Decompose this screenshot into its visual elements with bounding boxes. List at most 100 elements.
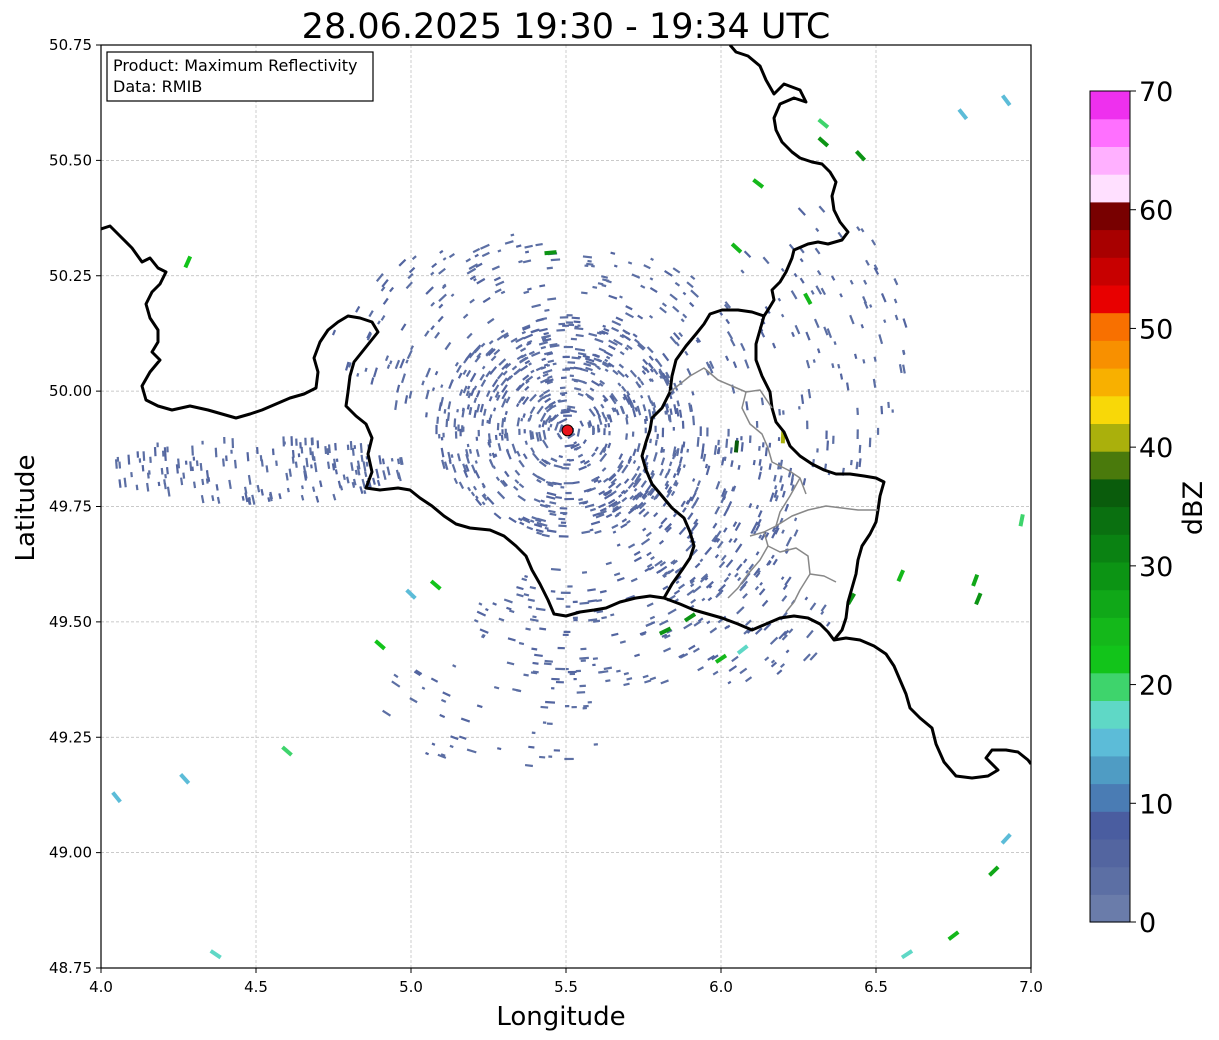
echo-pixel [637,343,645,351]
echo-pixel [448,253,455,259]
echo-pixel [655,358,663,368]
echo-pixel [504,410,508,416]
echo-pixel [744,676,753,683]
echo-pixel [473,278,477,282]
echo-pixel [552,362,557,366]
echo-pixel [549,512,557,517]
echo-pixel [616,543,621,547]
echo-pixel [697,617,704,623]
echo-pixel [175,464,179,474]
echo-pixel [631,273,641,279]
echo-pixel [804,596,809,601]
echo-pixel [339,485,344,491]
echo-pixel [661,427,665,438]
echo-pixel [373,367,378,378]
echo-pixel [529,393,537,402]
echo-pixel [633,550,641,556]
radar-site-marker [561,424,574,437]
echo-pixel [442,691,451,697]
echo-pixel [715,538,721,543]
info-box-frame [106,51,374,102]
echo-pixel [530,447,536,454]
echo-pixel [650,378,654,383]
echo-pixel [632,448,637,457]
echo-pixel [611,320,622,327]
echo-pixel [163,447,167,456]
echo-pixel [587,599,598,603]
echo-pixel [492,388,497,393]
echo-pixel [299,442,302,449]
echo-pixel [790,473,795,482]
echo-pixel [631,431,635,437]
colorbar-segment [1090,645,1130,674]
echo-pixel [453,477,459,485]
echo-pixel [902,349,906,356]
echo-pixel [355,305,361,313]
echo-pixel [359,486,364,495]
echo-pixel [571,316,580,320]
echo-pixel [759,466,763,471]
echo-pixel [439,713,446,719]
echo-pixel [624,330,629,335]
echo-pixel [625,414,629,419]
echo-pixel [880,405,884,415]
echo-pixel [563,463,571,466]
echo-pixel [607,362,615,368]
echo-pixel [481,633,486,638]
echo-pixel [223,436,226,444]
echo-pixel [498,358,507,366]
echo-pixel [652,451,658,462]
echo-pixel [599,447,606,456]
echo-pixel [678,456,683,464]
echo-pixel [516,450,521,457]
echo-pixel [788,628,794,634]
echo-pixel [633,494,638,499]
echo-pixel [467,392,472,399]
echo-pixel [816,348,821,354]
echo-pixel [164,474,167,479]
echo-pixel [585,366,593,372]
echo-pixel [518,459,525,468]
echo-pixel [745,401,749,411]
colorbar-segment [1090,451,1130,480]
echo-pixel [627,261,633,265]
echo-pixel [517,494,526,502]
y-tick-label: 50.25 [49,267,92,285]
echo-pixel [681,507,687,513]
echo-pixel [758,445,761,451]
echo-pixel [727,680,732,685]
echo-pixel [360,454,364,462]
echo-pixel [639,380,645,386]
echo-pixel [665,403,670,409]
echo-pixel [515,344,523,350]
echo-pixel [663,634,671,639]
echo-pixel [521,577,528,582]
echo-pixel [582,354,591,359]
echo-pixel [438,433,441,439]
echo-pixel [646,563,653,568]
echo-pixel [686,281,694,289]
echo-pixel [744,359,750,369]
echo-pixel [599,452,608,463]
echo-pixel [396,384,401,393]
echo-pixel [447,401,452,410]
echo-pixel [324,446,328,455]
echo-pixel [601,275,609,279]
colorbar-tick-label: 30 [1139,552,1173,583]
echo-pixel [501,390,508,400]
echo-pixel [678,463,682,468]
info-data-label: Data: RMIB [113,77,202,96]
echo-pixel [500,398,507,408]
echo-pixel [538,341,549,346]
echo-pixel [564,705,570,708]
echo-pixel [205,470,210,478]
echo-pixel [798,406,801,410]
echo-pixel [650,257,654,261]
echo-pixel [678,332,684,338]
y-tick-label: 50.75 [49,36,92,54]
echo-pixel [524,574,528,579]
echo-pixel [528,350,535,356]
echo-pixel [636,405,642,416]
echo-pixel [588,420,593,427]
